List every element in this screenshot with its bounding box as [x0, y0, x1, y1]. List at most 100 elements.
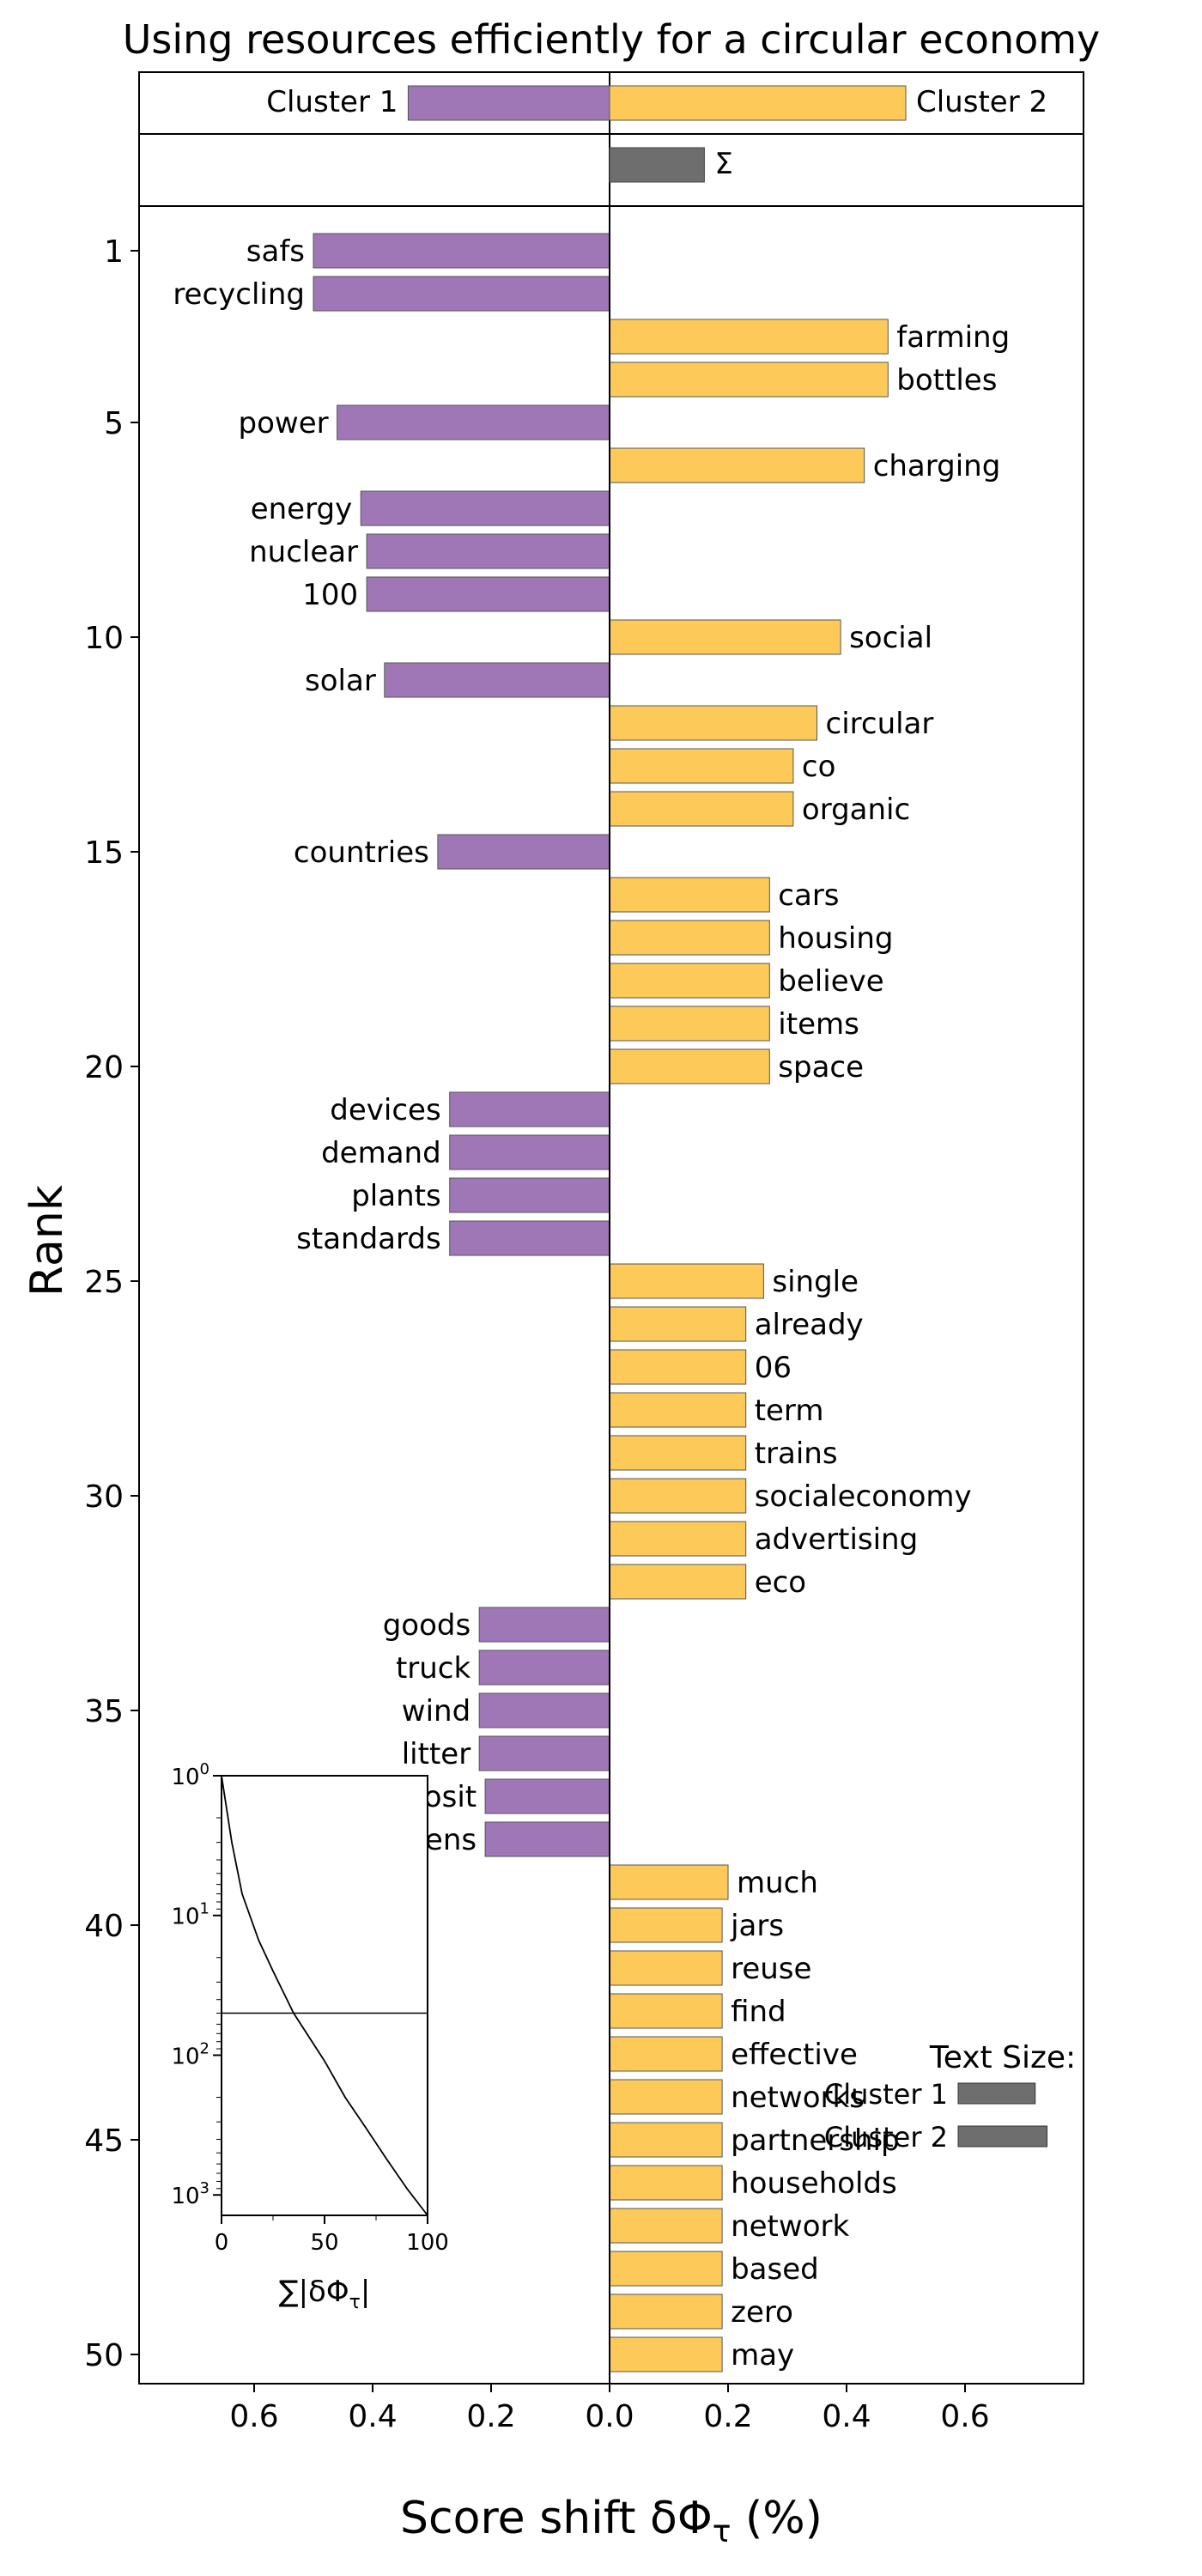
bar-label-may: may: [731, 2338, 794, 2372]
y-tick-label: 45: [84, 2123, 124, 2159]
bar-co: [609, 748, 794, 784]
y-tick-label: 10: [84, 621, 124, 656]
bar-06: [609, 1349, 747, 1385]
bar-based: [609, 2251, 723, 2287]
bar-label-zero: zero: [731, 2295, 793, 2330]
y-tick-label: 35: [84, 1694, 124, 1729]
bar-power: [337, 404, 610, 440]
legend-cluster2-label: Cluster 2: [916, 85, 1047, 119]
bar-label-term: term: [755, 1394, 824, 1428]
bar-recycling: [313, 276, 610, 312]
legend-panel: Cluster 1 Cluster 2: [138, 71, 1084, 135]
bar-may: [609, 2336, 723, 2372]
inset-x-label: ∑|δΦτ|: [279, 2275, 371, 2313]
bar-label-partnership: partnership: [731, 2123, 899, 2158]
bar-label-recycling: recycling: [173, 277, 305, 312]
bar-households: [609, 2165, 723, 2201]
legend-cluster1-bar: [407, 85, 610, 121]
inset-x-tick-label: 0: [215, 2230, 229, 2256]
y-tick-label: 40: [84, 1909, 124, 1944]
bar-label-reuse: reuse: [731, 1952, 811, 1986]
bar-label-countries: countries: [294, 835, 429, 870]
bar-label-effective: effective: [731, 2038, 858, 2072]
y-tick-label: 30: [84, 1479, 124, 1515]
bar-label-eco: eco: [755, 1565, 806, 1600]
bar-label-charging: charging: [873, 449, 1001, 483]
bar-energy: [360, 490, 610, 526]
y-axis-label: Rank: [21, 1185, 73, 1297]
bar-much: [609, 1864, 729, 1900]
bar-truck: [478, 1649, 610, 1686]
bar-partnership: [609, 2122, 723, 2158]
bar-label-find: find: [731, 1995, 786, 2029]
main-plot-panel: safs recycling farming bottles power charging…: [84, 205, 1084, 2434]
bar-label-items: items: [778, 1007, 859, 1042]
bar-label-devices: devices: [330, 1093, 440, 1127]
chart-title: Using resources efficiently for a circul…: [123, 16, 1101, 63]
text-size-legend: Text Size:Cluster 1 Cluster 2: [824, 2040, 1076, 2154]
bar-advertising: [609, 1521, 747, 1557]
bar-cars: [609, 877, 770, 913]
bar-find: [609, 1993, 723, 2029]
inset-y-tick-label: 100: [171, 1760, 209, 1790]
bar-label-standards: standards: [296, 1222, 441, 1256]
bar-label-energy: energy: [251, 492, 352, 526]
bar-solar: [384, 662, 610, 698]
bar-label-much: much: [737, 1866, 818, 1900]
x-tick-label: 0.4: [822, 2399, 871, 2434]
y-tick-label: 50: [84, 2338, 124, 2373]
bar-label-believe: believe: [778, 964, 883, 999]
bar-bottles: [609, 361, 889, 398]
y-tick-label: 25: [84, 1265, 124, 1300]
bar-deposit: [484, 1778, 610, 1814]
bar-countries: [437, 834, 610, 870]
bar-litter: [478, 1735, 610, 1771]
legend-cluster2-bar: [609, 85, 907, 121]
bar-network: [609, 2208, 723, 2244]
bar-label-already: already: [755, 1308, 864, 1342]
bar-label-farming: farming: [896, 320, 1010, 355]
bar-label-truck: truck: [396, 1651, 471, 1686]
text-size-legend-title: Text Size:: [929, 2040, 1076, 2075]
text-size-legend-bar: [957, 2082, 1036, 2105]
text-size-legend-label: Cluster 1: [824, 2078, 948, 2111]
bar-label-advertising: advertising: [755, 1522, 919, 1557]
bar-label-housing: housing: [778, 921, 893, 956]
sum-bar: [609, 147, 705, 183]
bar-items: [609, 1005, 770, 1042]
bar-wind: [478, 1692, 610, 1728]
text-size-legend-label: Cluster 2: [824, 2121, 948, 2154]
inset-y-tick-label: 102: [171, 2039, 209, 2069]
main-frame: [138, 205, 1084, 2385]
bar-label-organic: organic: [802, 793, 910, 827]
bar-circular: [609, 705, 817, 741]
bar-label-100: 100: [302, 578, 358, 612]
bar-label-jars: jars: [730, 1909, 784, 1943]
x-tick-label: 0.6: [940, 2399, 989, 2434]
bar-label-space: space: [778, 1050, 864, 1084]
bar-label-power: power: [239, 406, 329, 440]
bar-label-socialeconomy: socialeconomy: [755, 1479, 972, 1514]
bar-housing: [609, 920, 770, 956]
bar-label-households: households: [731, 2166, 897, 2201]
bar-label-plants: plants: [351, 1179, 440, 1213]
bar-label-safs: safs: [246, 234, 305, 269]
inset-x-tick-label: 100: [406, 2230, 449, 2256]
inset-frame: [221, 1775, 428, 2216]
bar-label-bottles: bottles: [896, 363, 997, 398]
legend-cluster1-label: Cluster 1: [266, 85, 398, 119]
bar-networks: [609, 2079, 723, 2115]
inset-x-tick-label: 50: [310, 2230, 338, 2256]
bar-label-network: network: [731, 2209, 849, 2244]
bar-label-co: co: [802, 750, 836, 784]
bar-eco: [609, 1564, 747, 1600]
inset-cumulative-curve: [221, 1775, 428, 2216]
bar-believe: [609, 963, 770, 999]
bar-jars: [609, 1907, 723, 1943]
x-tick-label: 0.2: [703, 2399, 752, 2434]
bar-farming: [609, 319, 889, 355]
sum-panel: Σ: [138, 133, 1084, 207]
y-tick-label: 20: [84, 1050, 124, 1085]
